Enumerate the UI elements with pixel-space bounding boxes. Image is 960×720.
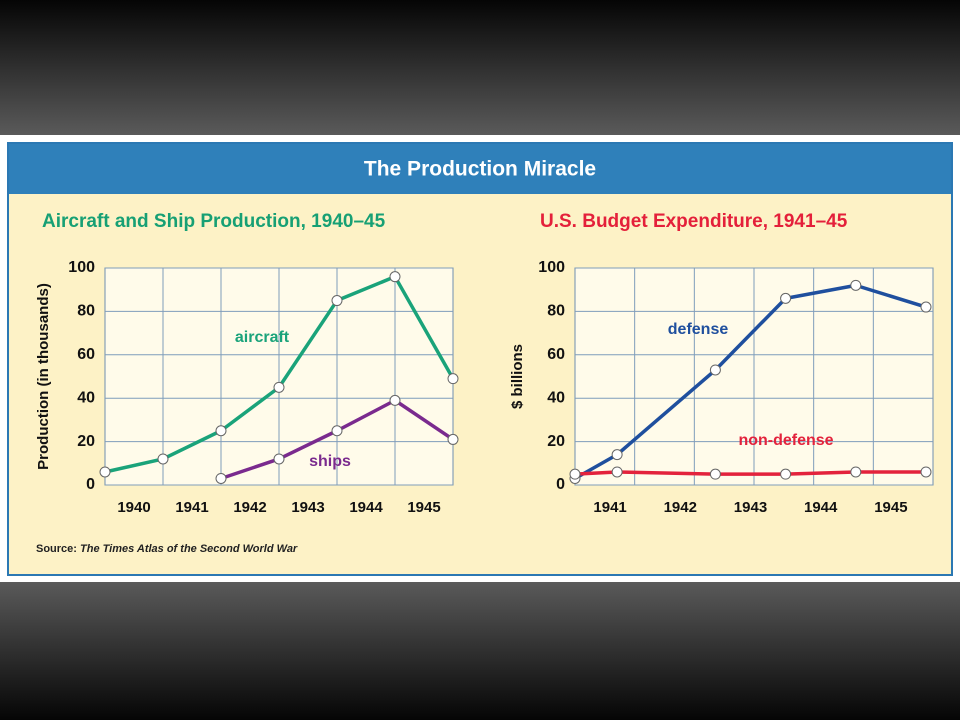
- point: [157, 453, 169, 465]
- y-tick-label: 40: [77, 389, 95, 406]
- y-tick-label: 20: [77, 433, 95, 450]
- x-tick-label: 1941: [593, 499, 626, 516]
- point: [611, 449, 623, 461]
- y-axis-label: $ billions: [509, 344, 526, 409]
- point: [920, 301, 932, 313]
- point: [389, 271, 401, 283]
- series-label: defense: [668, 321, 729, 338]
- point: [709, 468, 721, 480]
- point: [389, 394, 401, 406]
- x-tick-label: 1944: [349, 499, 383, 516]
- point: [447, 373, 459, 385]
- series-label: ships: [309, 453, 351, 470]
- x-tick-label: 1941: [175, 499, 208, 516]
- point: [273, 381, 285, 393]
- point: [99, 466, 111, 478]
- y-tick-label: 0: [86, 476, 95, 493]
- backdrop-top: [0, 0, 960, 135]
- backdrop-bottom: [0, 582, 960, 720]
- point: [215, 472, 227, 484]
- point: [709, 364, 721, 376]
- x-tick-label: 1942: [664, 499, 697, 516]
- point: [920, 466, 932, 478]
- point: [850, 279, 862, 291]
- x-tick-label: 1942: [233, 499, 266, 516]
- chart-title: U.S. Budget Expenditure, 1941–45: [540, 211, 848, 232]
- y-tick-label: 100: [68, 259, 95, 276]
- point: [569, 468, 581, 480]
- series-label: non-defense: [738, 432, 833, 449]
- source: Source: The Times Atlas of the Second Wo…: [36, 543, 298, 555]
- y-axis-label: Production (in thousands): [35, 283, 52, 470]
- point: [611, 466, 623, 478]
- y-tick-label: 20: [547, 433, 565, 450]
- y-tick-label: 0: [556, 476, 565, 493]
- y-tick-label: 80: [547, 303, 565, 320]
- y-tick-label: 40: [547, 389, 565, 406]
- x-tick-label: 1945: [407, 499, 440, 516]
- chart-title: Aircraft and Ship Production, 1940–45: [42, 211, 386, 232]
- point: [780, 292, 792, 304]
- series-line: [574, 470, 926, 476]
- source-title: The Times Atlas of the Second World War: [80, 543, 298, 555]
- point: [215, 425, 227, 437]
- y-tick-label: 100: [538, 259, 565, 276]
- x-tick-label: 1943: [734, 499, 767, 516]
- y-tick-label: 60: [77, 346, 95, 363]
- series-line: [574, 283, 927, 481]
- point: [273, 453, 285, 465]
- y-tick-label: 60: [547, 346, 565, 363]
- x-tick-label: 1940: [117, 499, 150, 516]
- series-label: aircraft: [235, 329, 290, 346]
- y-tick-label: 80: [77, 303, 95, 320]
- x-tick-label: 1943: [291, 499, 324, 516]
- point: [331, 295, 343, 307]
- x-tick-label: 1944: [804, 499, 838, 516]
- header-title: The Production Miracle: [364, 158, 596, 181]
- point: [850, 466, 862, 478]
- point: [780, 468, 792, 480]
- header-band: [9, 144, 951, 194]
- source-prefix: Source:: [36, 543, 77, 555]
- x-tick-label: 1945: [874, 499, 907, 516]
- point: [447, 433, 459, 445]
- point: [331, 425, 343, 437]
